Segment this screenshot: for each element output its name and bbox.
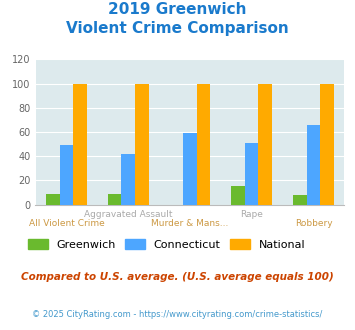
Bar	[73, 83, 87, 205]
Text: Violent Crime Comparison: Violent Crime Comparison	[66, 21, 289, 36]
Text: Murder & Mans...: Murder & Mans...	[151, 219, 229, 228]
Bar	[183, 133, 197, 205]
Text: © 2025 CityRating.com - https://www.cityrating.com/crime-statistics/: © 2025 CityRating.com - https://www.city…	[32, 310, 323, 319]
Bar	[135, 83, 148, 205]
Text: Aggravated Assault: Aggravated Assault	[84, 210, 173, 218]
Bar	[293, 195, 307, 205]
Bar	[307, 125, 320, 205]
Text: Rape: Rape	[240, 210, 263, 218]
Text: Robbery: Robbery	[295, 219, 332, 228]
Bar	[108, 194, 121, 205]
Bar	[60, 145, 73, 205]
Bar	[245, 143, 258, 205]
Text: Compared to U.S. average. (U.S. average equals 100): Compared to U.S. average. (U.S. average …	[21, 272, 334, 282]
Legend: Greenwich, Connecticut, National: Greenwich, Connecticut, National	[23, 235, 310, 254]
Bar	[121, 154, 135, 205]
Bar	[258, 83, 272, 205]
Text: All Violent Crime: All Violent Crime	[28, 219, 104, 228]
Bar	[320, 83, 334, 205]
Text: 2019 Greenwich: 2019 Greenwich	[108, 2, 247, 16]
Bar	[231, 186, 245, 205]
Bar	[197, 83, 210, 205]
Bar	[46, 194, 60, 205]
